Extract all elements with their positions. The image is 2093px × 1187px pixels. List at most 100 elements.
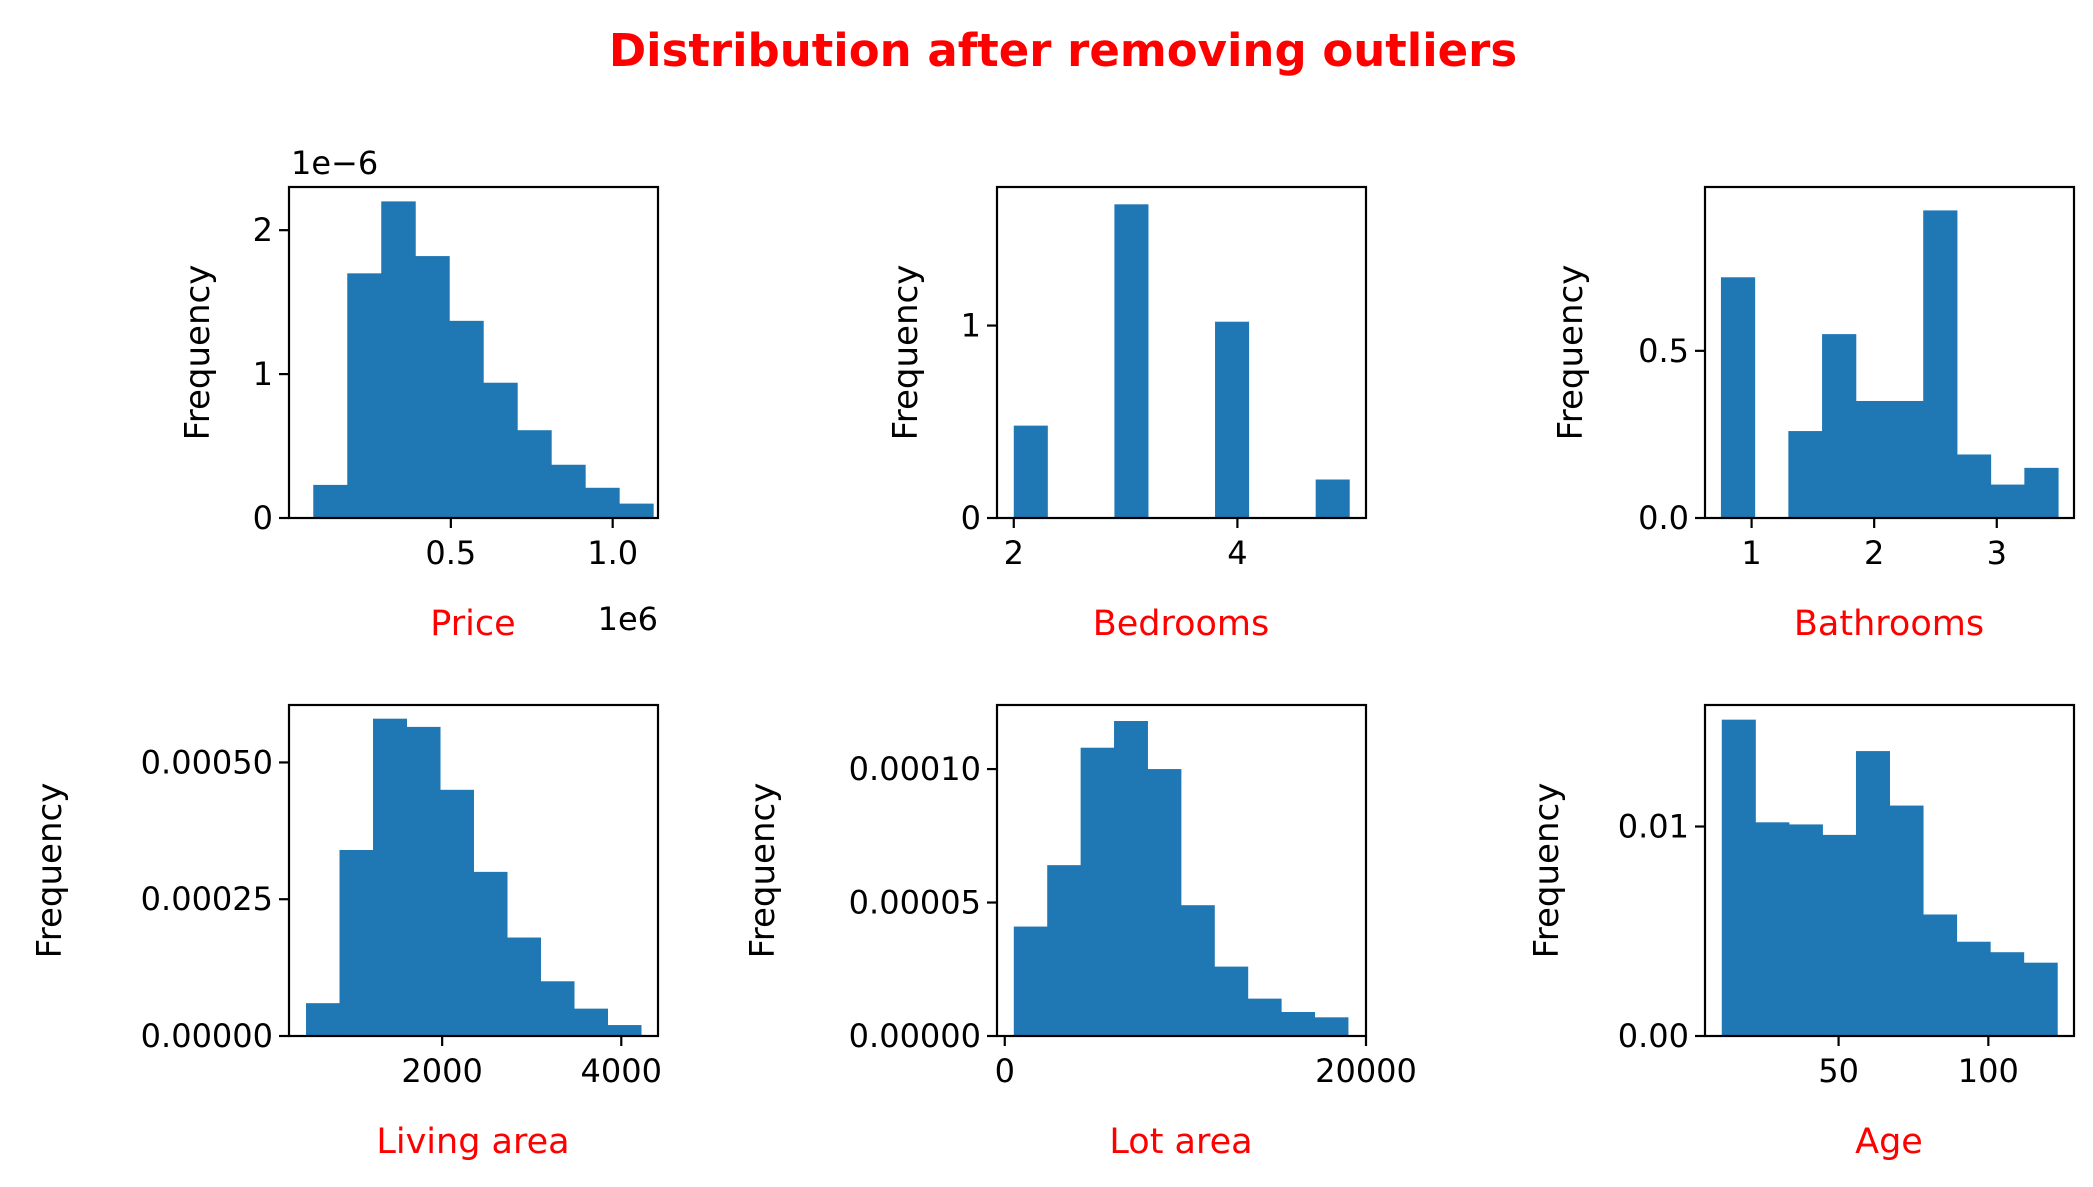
y-axis-label: Frequency	[30, 783, 70, 959]
y-axis-label: Frequency	[1551, 265, 1591, 441]
histogram-bar	[1822, 334, 1857, 518]
histogram-bar	[619, 503, 654, 518]
histogram-bar	[1215, 321, 1250, 518]
x-tick-label: 4000	[581, 1052, 662, 1090]
histogram-bar	[585, 487, 620, 518]
histogram-bar	[1956, 454, 1992, 518]
axes-frame	[1703, 703, 2076, 1038]
histogram-bedrooms: 2 4 0 1 Bedrooms Frequency	[886, 185, 1368, 644]
x-tick-label: 2	[1004, 534, 1024, 572]
y-tick-label: 0.00005	[849, 884, 981, 922]
histogram-bar	[1855, 400, 1890, 518]
x-axis-label: Bathrooms	[1794, 604, 1984, 644]
histogram-bar	[473, 871, 508, 1036]
histogram-bar	[415, 256, 450, 518]
histogram-lot-area: 0 20000 0.00000 0.00005 0.00010 Lot area Frequ…	[743, 703, 1417, 1162]
histogram-bar	[347, 273, 382, 518]
x-scale-offset: 1e6	[598, 600, 658, 638]
histogram-bar	[1180, 905, 1215, 1036]
histogram-bar	[1114, 204, 1149, 518]
histogram-bar	[517, 430, 552, 518]
histogram-bar	[1720, 277, 1756, 518]
histogram-bar	[607, 1025, 642, 1036]
histogram-bar	[1822, 834, 1857, 1036]
x-tick-label: 50	[1818, 1052, 1859, 1090]
y-tick-label: 1	[253, 355, 273, 393]
y-tick-label: 0.00010	[849, 750, 981, 788]
x-axis-label: Price	[430, 604, 515, 644]
figure-title: Distribution after removing outliers	[609, 24, 1517, 77]
histogram-bar	[306, 1003, 341, 1036]
y-axis-label: Frequency	[886, 265, 926, 441]
histogram-bar	[1047, 865, 1082, 1036]
x-tick-label: 4	[1227, 534, 1247, 572]
x-axis-label: Age	[1855, 1122, 1923, 1162]
histogram-bar	[1923, 914, 1958, 1036]
histogram-bar	[551, 464, 586, 518]
histogram-bar	[373, 718, 408, 1036]
axes-frame	[287, 185, 660, 520]
histogram-bar	[1788, 824, 1823, 1036]
histogram-bar	[449, 320, 484, 518]
y-axis-label: Frequency	[1527, 783, 1567, 959]
histogram-living-area: 2000 4000 0.00000 0.00025 0.00050 Living area…	[30, 703, 662, 1162]
histogram-bar	[313, 484, 348, 518]
y-tick-label: 0.5	[1638, 332, 1689, 370]
axes-frame	[995, 185, 1368, 520]
y-tick-label: 2	[253, 211, 273, 249]
histogram-bar	[1855, 751, 1890, 1036]
x-tick-label: 2	[1864, 534, 1884, 572]
histogram-bar	[1013, 425, 1048, 518]
histogram-bar	[1990, 952, 2025, 1036]
histogram-bar	[1721, 719, 1756, 1036]
histogram-bathrooms: 1 2 3 0.0 0.5 Bathrooms Frequency	[1551, 185, 2076, 644]
y-tick-label: 0	[253, 499, 273, 537]
histogram-bar	[1755, 822, 1790, 1036]
histogram-bar	[1114, 721, 1148, 1036]
x-tick-label: 2000	[401, 1052, 482, 1090]
histogram-bar	[2024, 467, 2059, 518]
histogram-bar	[1315, 479, 1350, 518]
histogram-bar	[540, 981, 575, 1036]
y-tick-label: 0.00000	[849, 1017, 981, 1055]
x-tick-label: 100	[1958, 1052, 2019, 1090]
y-tick-label: 0	[961, 499, 981, 537]
y-tick-label: 0.00000	[141, 1017, 273, 1055]
y-tick-label: 0.00	[1618, 1017, 1689, 1055]
histogram-bar	[440, 789, 474, 1036]
y-axis-label: Frequency	[178, 265, 218, 441]
histogram-bar	[1889, 805, 1924, 1036]
x-axis-label: Bedrooms	[1093, 604, 1270, 644]
x-tick-label: 1.0	[587, 534, 638, 572]
histogram-bar	[1147, 769, 1182, 1036]
x-tick-label: 3	[1987, 534, 2007, 572]
y-tick-label: 0.00050	[141, 743, 273, 781]
histogram-bar	[1788, 431, 1823, 518]
histogram-bar	[506, 937, 541, 1036]
x-axis-label: Lot area	[1109, 1122, 1252, 1162]
x-tick-label: 20000	[1315, 1052, 1417, 1090]
histogram-bar	[1214, 966, 1249, 1036]
histogram-bar	[1990, 484, 2025, 518]
x-axis-label: Living area	[376, 1122, 569, 1162]
histogram-bar	[1923, 210, 1958, 518]
histogram-price: 0.5 1.0 0 1 2 Price Frequency 1e−6 1e6	[178, 144, 660, 644]
histogram-bar	[406, 726, 441, 1036]
histogram-bar	[1314, 1017, 1349, 1036]
y-axis-label: Frequency	[743, 783, 783, 959]
histogram-bar	[483, 382, 518, 518]
y-scale-offset: 1e−6	[291, 144, 378, 182]
histogram-bar	[2023, 962, 2058, 1036]
axes-frame	[995, 703, 1368, 1038]
histogram-bar	[339, 849, 374, 1036]
histogram-age: 50 100 0.00 0.01 Age Frequency	[1527, 703, 2076, 1162]
axes-frame	[287, 703, 660, 1038]
histogram-bar	[1247, 998, 1282, 1036]
histogram-bar	[1281, 1011, 1316, 1036]
x-tick-label: 1	[1741, 534, 1761, 572]
x-tick-label: 0	[995, 1052, 1015, 1090]
histogram-bar	[1956, 941, 1991, 1036]
x-tick-label: 0.5	[425, 534, 476, 572]
histogram-bar	[1889, 400, 1924, 518]
histogram-bar	[1080, 747, 1115, 1036]
